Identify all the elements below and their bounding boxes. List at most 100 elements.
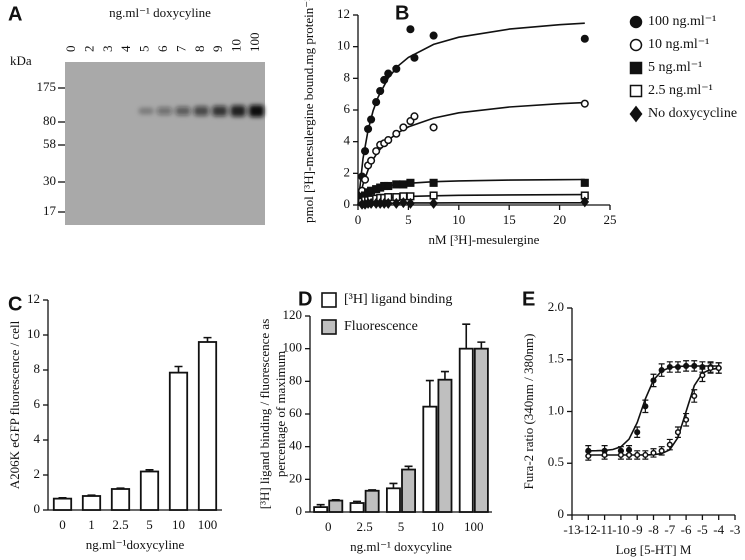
- error-bar: [353, 500, 362, 504]
- error-bar: [316, 503, 325, 508]
- legend-marker: [629, 38, 643, 52]
- y-axis-title: percentage of maximum: [273, 351, 288, 477]
- error-bar: [368, 489, 377, 491]
- point: [372, 98, 381, 107]
- point: [580, 34, 589, 43]
- lane-label: 5: [137, 46, 152, 53]
- y-tick-label: 100: [283, 340, 303, 355]
- y-tick-label: 2: [344, 164, 351, 179]
- point: [429, 191, 438, 200]
- x-tick-label: 5: [405, 212, 412, 227]
- point: [585, 452, 592, 460]
- x-tick-label: -7: [664, 522, 675, 537]
- x-tick-label: 0: [325, 519, 332, 534]
- y-tick-label: 80: [289, 372, 302, 387]
- lane-label: 2: [81, 46, 96, 53]
- point: [364, 124, 373, 134]
- point: [674, 429, 682, 436]
- error-bar: [174, 365, 183, 373]
- band: [230, 105, 246, 117]
- band: [212, 105, 228, 117]
- x-tick-label: 20: [553, 212, 566, 227]
- blot-title: ng.ml⁻¹ doxycyline: [109, 5, 211, 20]
- y-tick-label: 120: [283, 307, 303, 322]
- y-tick-label: 10: [337, 38, 350, 53]
- error-bar: [331, 498, 340, 501]
- bar: [313, 506, 329, 513]
- legend-marker: [629, 105, 643, 123]
- error-bar: [404, 465, 413, 470]
- y-tick-label: 40: [289, 438, 302, 453]
- band: [193, 106, 209, 116]
- x-tick-label: 0: [355, 212, 362, 227]
- legend-label: [³H] ligand binding: [344, 292, 452, 307]
- x-tick-label: -6: [681, 522, 692, 537]
- lane-label: 0: [63, 46, 78, 53]
- band: [249, 105, 264, 117]
- y-tick-label: 0.5: [548, 454, 564, 469]
- x-tick-label: -9: [632, 522, 643, 537]
- bar: [328, 499, 344, 513]
- error-bar: [425, 379, 434, 407]
- point: [429, 178, 438, 187]
- bar: [349, 502, 365, 513]
- x-axis-title: nM [³H]-mesulergine: [429, 232, 540, 247]
- error-bar: [58, 496, 67, 499]
- point: [642, 403, 649, 410]
- x-tick-label: 15: [503, 212, 516, 227]
- marker-label: 175: [37, 79, 57, 94]
- band: [175, 106, 191, 116]
- legend-swatch: [321, 292, 337, 308]
- y-tick-label: 0: [558, 506, 565, 521]
- point: [367, 115, 376, 124]
- point: [429, 197, 438, 209]
- bar: [401, 468, 417, 513]
- y-tick-label: 0: [34, 501, 41, 516]
- y-tick-label: 10: [27, 326, 40, 341]
- y-tick-label: 8: [34, 361, 41, 376]
- marker-label: 30: [43, 173, 56, 188]
- point: [715, 364, 722, 372]
- point: [383, 197, 393, 209]
- x-tick-label: 2.5: [356, 519, 372, 534]
- error-bar: [462, 323, 471, 349]
- point: [392, 64, 401, 73]
- y-tick-label: 12: [337, 6, 350, 21]
- point: [376, 86, 385, 96]
- x-tick-label: -10: [612, 522, 629, 537]
- error-bar: [389, 482, 398, 489]
- legend-label: 5 ng.ml⁻¹: [648, 60, 702, 75]
- point: [634, 429, 641, 436]
- point: [399, 197, 408, 209]
- point: [406, 197, 415, 209]
- x-axis-title: Log [5-HT] M: [616, 542, 692, 557]
- legend-label: 2.5 ng.ml⁻¹: [648, 83, 713, 98]
- y-tick-label: 1.5: [548, 351, 564, 366]
- legend-label: No doxycycline: [648, 106, 737, 121]
- x-tick-label: 5: [398, 519, 405, 534]
- x-tick-label: -4: [713, 522, 724, 537]
- point: [392, 180, 401, 189]
- blot-unit: kDa: [10, 53, 32, 68]
- legend-marker: [629, 61, 643, 75]
- point: [626, 451, 633, 459]
- x-axis-title: ng.ml⁻¹doxycyline: [86, 537, 185, 552]
- x-tick-label: -11: [596, 522, 613, 537]
- error-bar: [116, 487, 125, 489]
- lane-label: 7: [173, 45, 188, 52]
- point: [429, 123, 438, 132]
- marker-label: 80: [43, 113, 56, 128]
- point: [361, 175, 370, 184]
- lane-label: 10: [229, 39, 244, 52]
- bar: [52, 497, 73, 511]
- point: [580, 99, 589, 108]
- x-tick-label: -5: [697, 522, 708, 537]
- point: [658, 367, 665, 374]
- y-tick-label: 1.0: [548, 402, 564, 417]
- point: [674, 363, 682, 371]
- y-tick-label: 6: [34, 396, 41, 411]
- marker-label: 17: [43, 203, 57, 218]
- point: [392, 197, 401, 209]
- point: [707, 364, 714, 372]
